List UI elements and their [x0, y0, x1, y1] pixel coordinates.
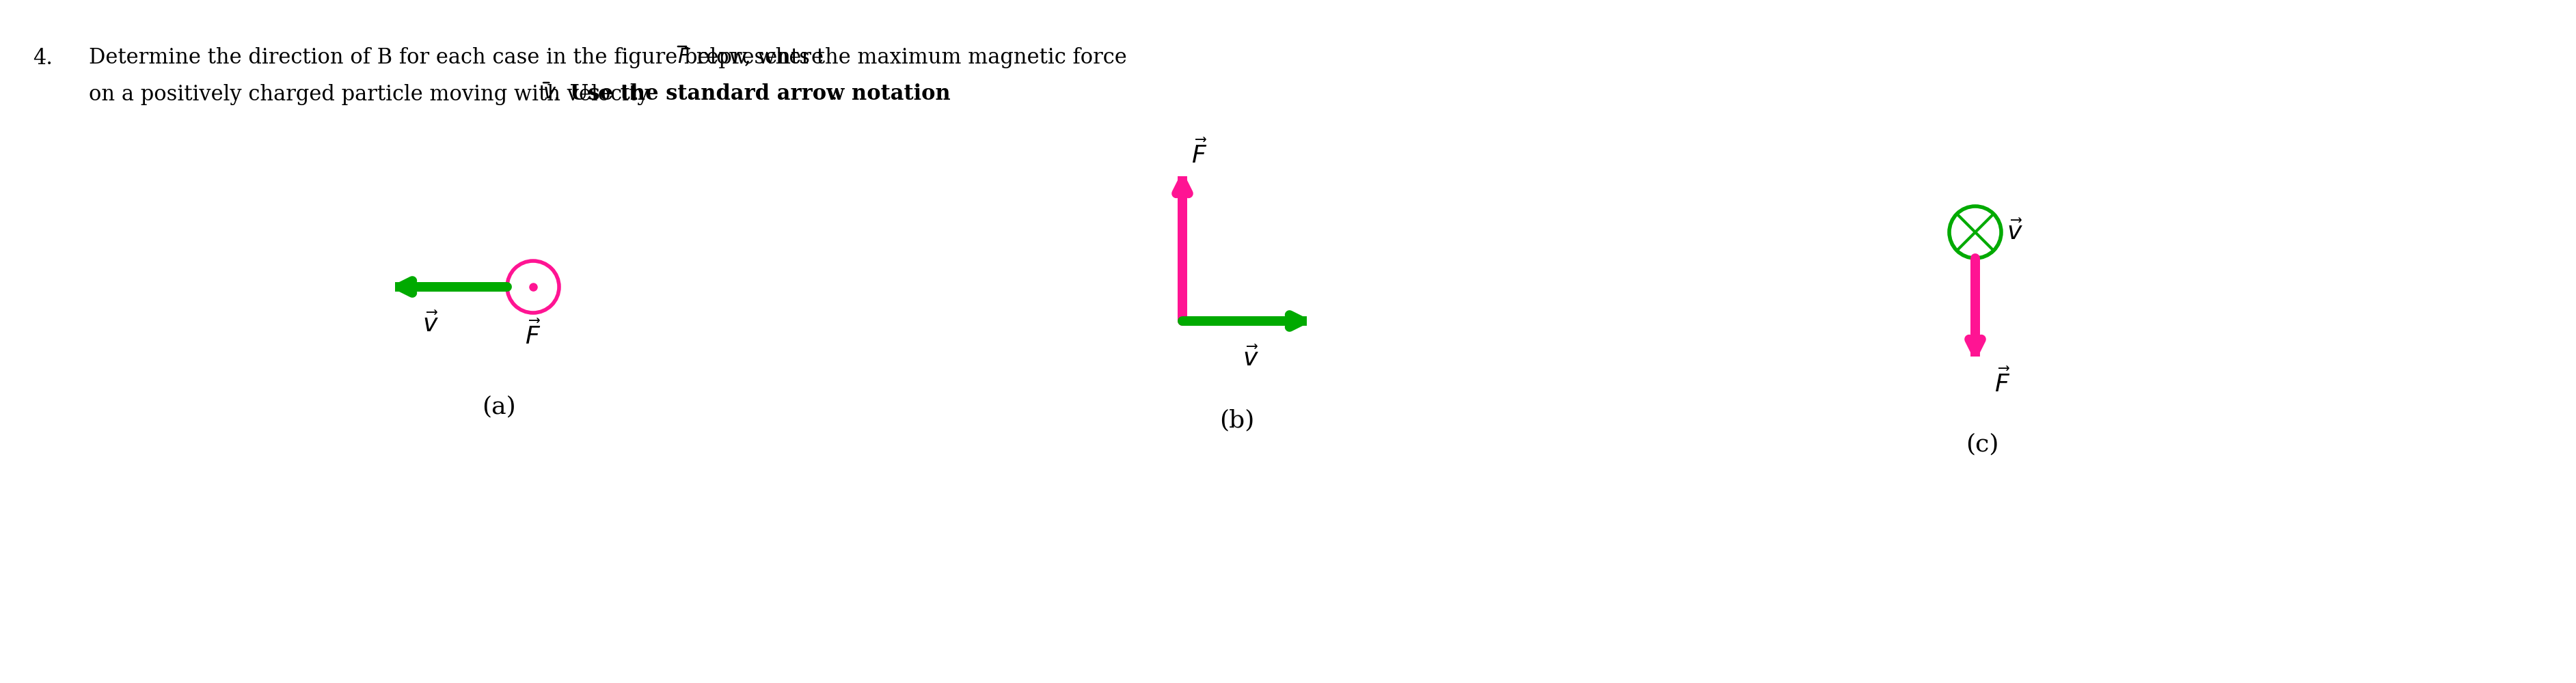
- Text: $\vec{F}$: $\vec{F}$: [526, 320, 541, 349]
- Text: $\vec{v}$: $\vec{v}$: [2007, 220, 2022, 245]
- Text: Use the standard arrow notation: Use the standard arrow notation: [569, 83, 951, 104]
- Text: $\vec{v}$: $\vec{v}$: [422, 312, 438, 337]
- Text: .: .: [554, 83, 574, 104]
- Text: Determine the direction of B for each case in the figure below, where: Determine the direction of B for each ca…: [88, 48, 829, 69]
- Text: $\vec{F}$: $\vec{F}$: [1994, 368, 2009, 397]
- Text: $\vec{F}$: $\vec{F}$: [1193, 139, 1208, 168]
- Text: (c): (c): [1965, 432, 1999, 456]
- Text: .: .: [829, 83, 837, 104]
- Text: (a): (a): [482, 395, 515, 418]
- Text: $\mathit{v}$: $\mathit{v}$: [544, 82, 556, 103]
- Text: 4.: 4.: [33, 48, 52, 69]
- Text: on a positively charged particle moving with velocity: on a positively charged particle moving …: [88, 83, 657, 104]
- Text: represents the maximum magnetic force: represents the maximum magnetic force: [690, 48, 1126, 69]
- Text: (b): (b): [1218, 408, 1255, 432]
- Text: $\vec{v}$: $\vec{v}$: [1242, 346, 1260, 371]
- Text: $\mathit{F}$: $\mathit{F}$: [677, 46, 690, 68]
